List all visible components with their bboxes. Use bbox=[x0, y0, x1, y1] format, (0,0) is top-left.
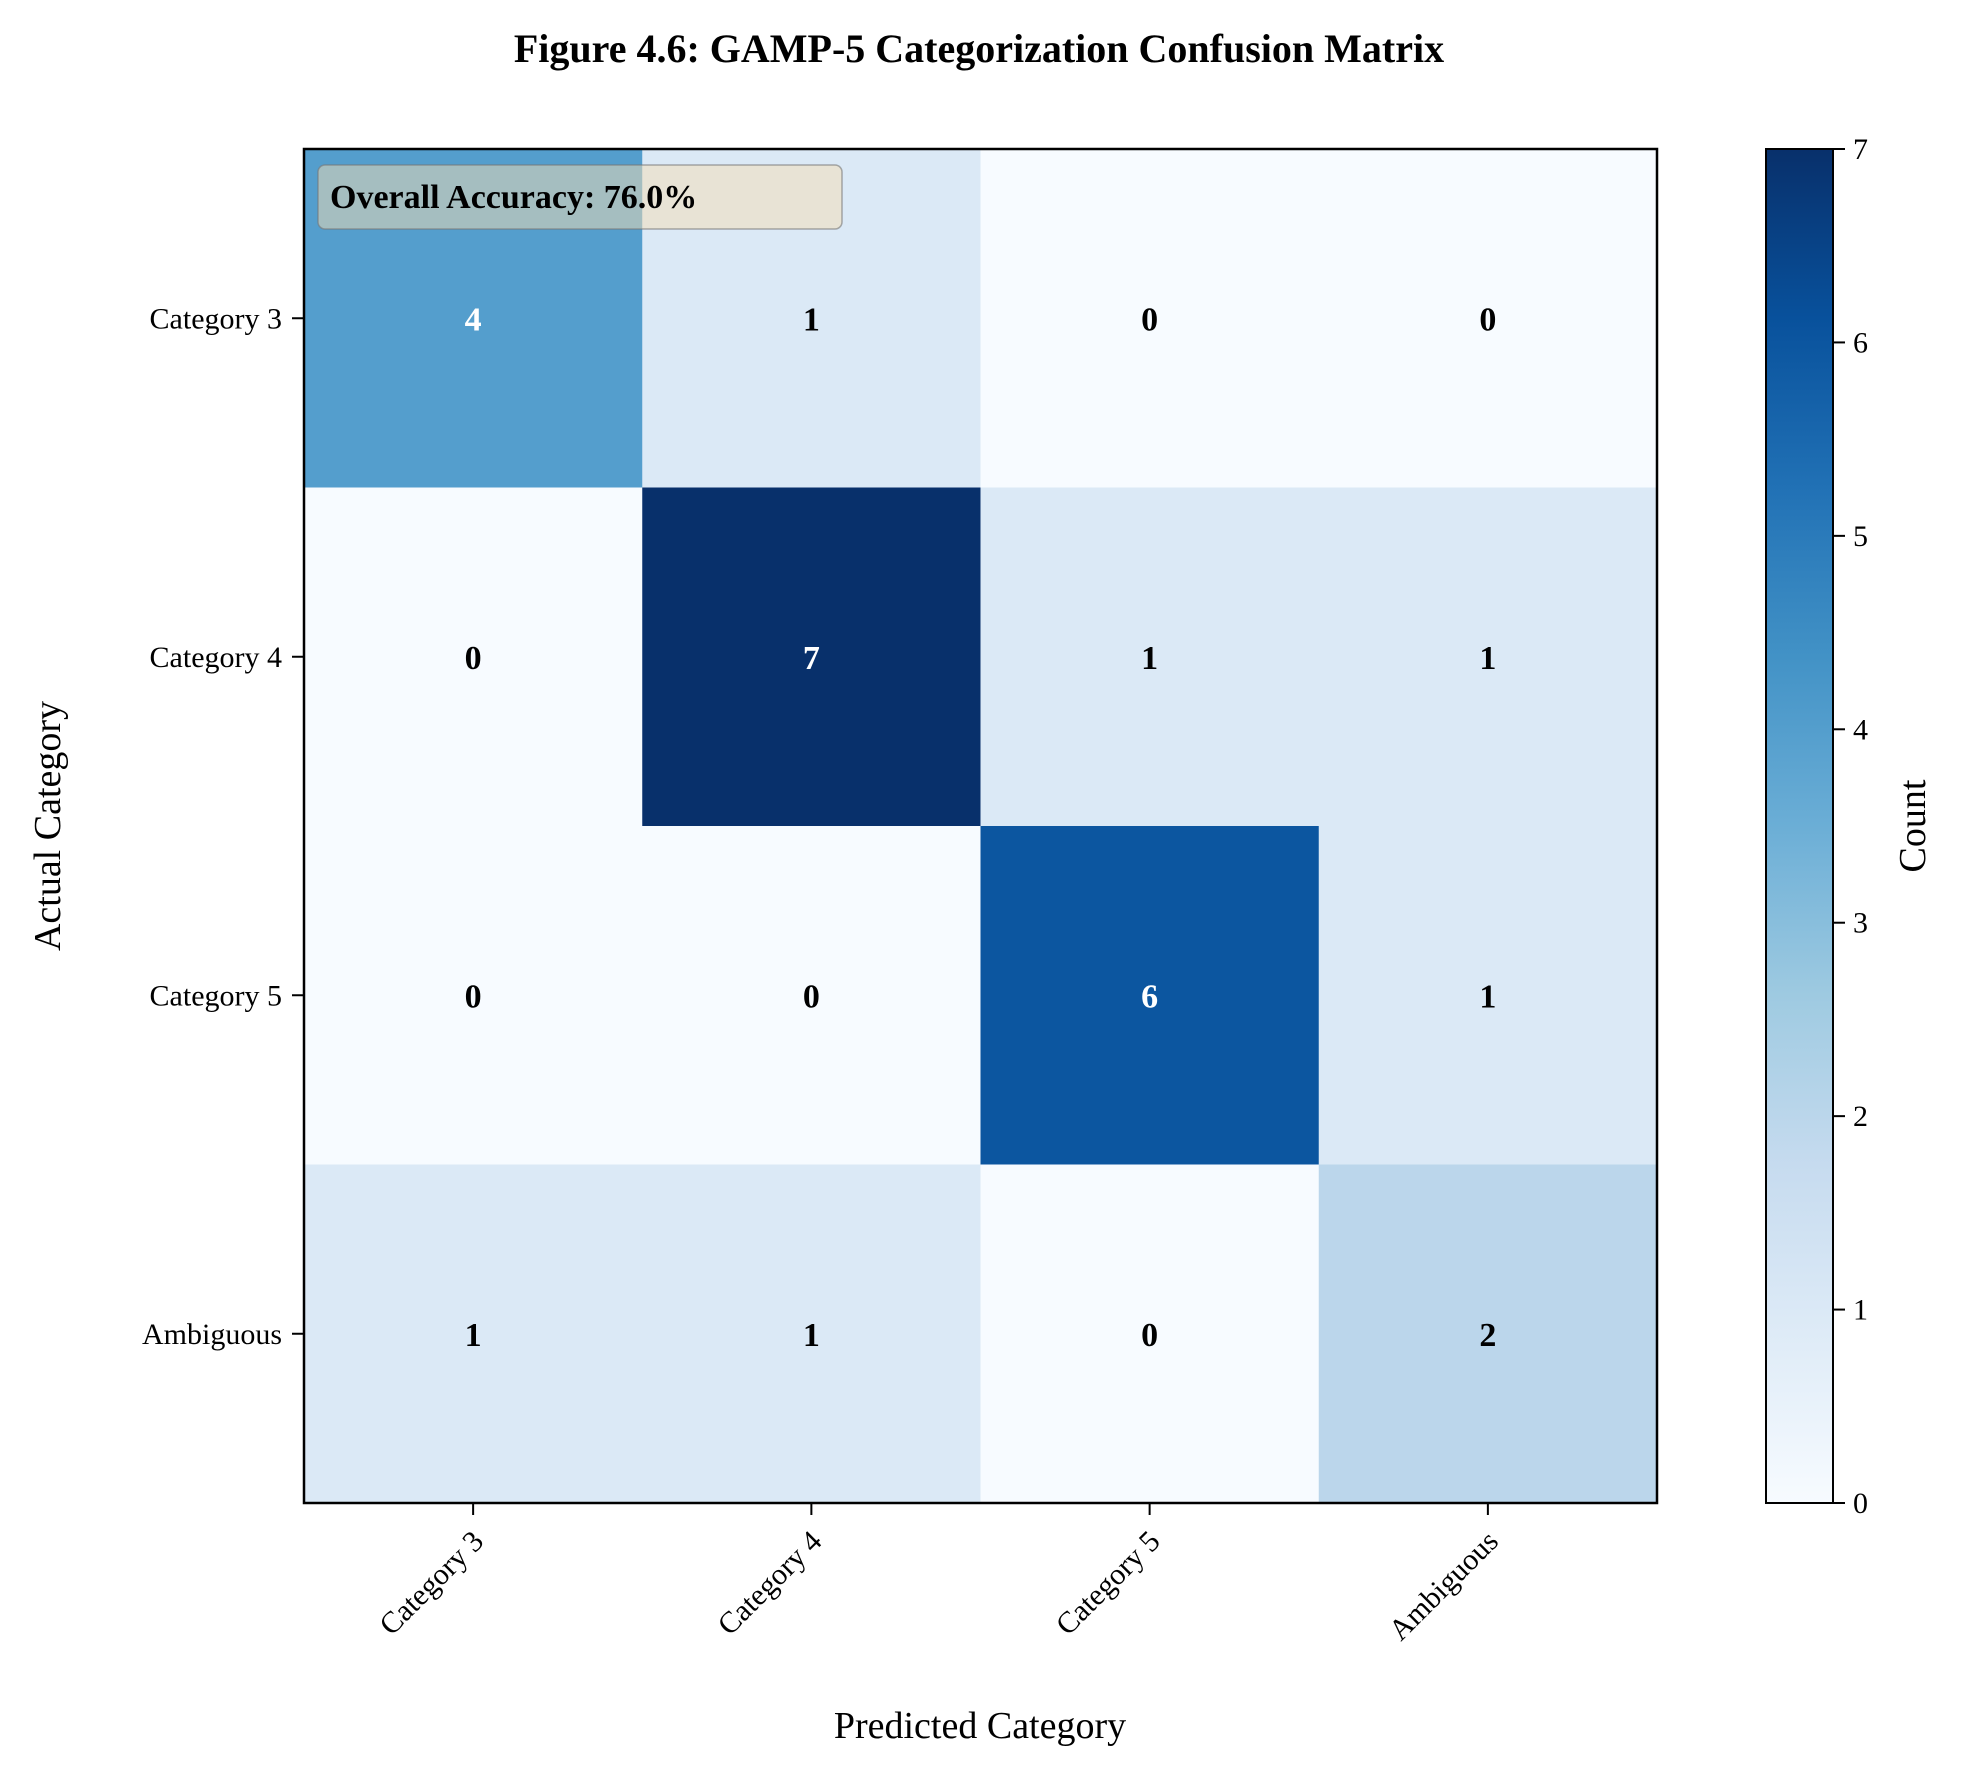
cell-value-label: 0 bbox=[1479, 301, 1496, 338]
x-tick-label: Category 5 bbox=[1050, 1525, 1167, 1642]
accuracy-annotation-box bbox=[317, 164, 843, 230]
colorbar: 0 1 2 3 4 5 6 7 Count bbox=[1765, 133, 1934, 1520]
cell-value-label: 1 bbox=[803, 301, 820, 338]
accuracy-annotation-text: Overall Accuracy: 76.0% bbox=[330, 179, 697, 216]
cell-value-label: 1 bbox=[1479, 640, 1496, 677]
heatmap-cell bbox=[304, 826, 643, 1165]
heatmap-cell bbox=[642, 487, 981, 827]
heatmap-cell bbox=[304, 1164, 643, 1504]
heatmap-cell bbox=[1318, 487, 1658, 827]
heatmap-cell bbox=[980, 1164, 1320, 1504]
plot-frame bbox=[302, 147, 1659, 1505]
cell-value-label: 0 bbox=[1141, 1317, 1158, 1354]
cell-value-label: 0 bbox=[1141, 301, 1158, 338]
heatmap-cells bbox=[304, 149, 1658, 1504]
colorbar-tick-label: 7 bbox=[1853, 133, 1868, 166]
heatmap-cell bbox=[642, 826, 981, 1165]
heatmap-cell bbox=[980, 826, 1320, 1165]
cell-value-label: 7 bbox=[803, 640, 820, 677]
y-tick-label: Category 3 bbox=[150, 302, 282, 335]
heatmap-cell bbox=[1318, 1164, 1658, 1504]
colorbar-tick-label: 5 bbox=[1853, 520, 1868, 553]
y-axis: Category 3 Category 4 Category 5 Ambiguous bbox=[142, 302, 304, 1351]
colorbar-tick-label: 1 bbox=[1853, 1294, 1868, 1327]
x-tick-label: Category 3 bbox=[373, 1525, 490, 1642]
chart-title: Figure 4.6: GAMP-5 Categorization Confus… bbox=[514, 26, 1444, 71]
colorbar-ticks: 0 1 2 3 4 5 6 7 bbox=[1833, 133, 1868, 1520]
colorbar-tick-label: 4 bbox=[1853, 713, 1868, 746]
y-tick-label: Category 5 bbox=[150, 979, 282, 1012]
x-axis-label: Predicted Category bbox=[834, 1705, 1126, 1747]
x-tick-label: Ambiguous bbox=[1382, 1525, 1504, 1647]
colorbar-gradient bbox=[1765, 148, 1834, 1504]
cell-value-label: 1 bbox=[465, 1317, 482, 1354]
cell-value-label: 0 bbox=[465, 978, 482, 1015]
y-tick-label: Category 4 bbox=[150, 641, 282, 674]
cell-value-label: 2 bbox=[1479, 1317, 1496, 1354]
heatmap-cell bbox=[980, 149, 1320, 488]
colorbar-tick-label: 0 bbox=[1853, 1487, 1868, 1520]
heatmap-cell bbox=[304, 487, 643, 827]
heatmap-cell bbox=[1318, 826, 1658, 1165]
colorbar-tick-label: 2 bbox=[1853, 1100, 1868, 1133]
x-axis: Category 3 Category 4 Category 5 Ambiguous bbox=[373, 1503, 1505, 1647]
y-axis-label: Actual Category bbox=[27, 701, 69, 951]
y-tick-label: Ambiguous bbox=[142, 1318, 282, 1351]
colorbar-tick-label: 6 bbox=[1853, 326, 1868, 359]
heatmap-cell bbox=[642, 1164, 981, 1504]
colorbar-label: Count bbox=[1892, 779, 1934, 872]
cell-value-label: 1 bbox=[1141, 640, 1158, 677]
cell-value-label: 0 bbox=[465, 640, 482, 677]
heatmap-cell bbox=[980, 487, 1320, 827]
colorbar-tick-label: 3 bbox=[1853, 907, 1868, 940]
cell-value-label: 4 bbox=[465, 301, 482, 338]
cell-value-label: 6 bbox=[1141, 978, 1158, 1015]
accuracy-annotation: Overall Accuracy: 76.0% bbox=[317, 164, 843, 230]
cell-value-label: 0 bbox=[803, 978, 820, 1015]
cell-value-label: 1 bbox=[803, 1317, 820, 1354]
cell-value-label: 1 bbox=[1479, 978, 1496, 1015]
heatmap-cell bbox=[1318, 149, 1658, 488]
cell-value-labels: 4 1 0 0 0 7 1 1 0 0 6 1 1 1 0 2 bbox=[465, 301, 1497, 1354]
x-tick-label: Category 4 bbox=[711, 1525, 828, 1642]
